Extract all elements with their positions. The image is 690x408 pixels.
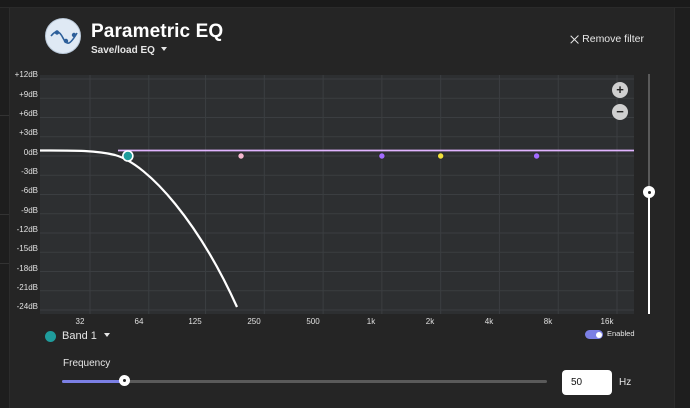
window-top-edge <box>0 0 690 8</box>
x-tick-label: 500 <box>306 317 320 326</box>
frequency-slider-thumb[interactable] <box>119 375 130 386</box>
zoom-in-button[interactable]: + <box>612 82 628 98</box>
band-handle-1[interactable] <box>122 150 134 162</box>
gain-slider-track[interactable] <box>648 74 650 314</box>
frequency-label: Frequency <box>63 358 111 369</box>
y-tick-label: -15dB <box>16 244 38 253</box>
gain-slider-thumb[interactable] <box>643 186 655 198</box>
x-tick-label: 250 <box>247 317 261 326</box>
frequency-input[interactable] <box>562 370 612 395</box>
background-window-strip <box>0 8 10 408</box>
remove-filter-label: Remove filter <box>582 33 644 45</box>
y-tick-label: +6dB <box>19 109 38 118</box>
x-tick-label: 64 <box>134 317 144 326</box>
background-window-strip-right <box>674 8 690 408</box>
band-selector-dropdown[interactable]: Band 1 <box>62 330 110 342</box>
frequency-slider-fill <box>62 380 124 383</box>
page-title: Parametric EQ <box>91 21 224 42</box>
eq-logo-icon <box>45 18 81 54</box>
toggle-knob <box>595 331 602 338</box>
y-tick-label: -6dB <box>21 186 38 195</box>
band-handle-5[interactable] <box>532 152 541 160</box>
chevron-down-icon <box>160 47 167 51</box>
x-tick-label: 125 <box>188 317 202 326</box>
y-tick-label: +3dB <box>19 128 38 137</box>
x-tick-label: 8k <box>543 317 553 326</box>
band-handle-2[interactable] <box>237 152 245 160</box>
y-tick-label: -3dB <box>21 167 38 176</box>
enabled-label: Enabled <box>607 329 635 338</box>
band-color-dot <box>45 331 56 342</box>
save-load-label: Save/load EQ <box>91 45 155 56</box>
eq-frequency-graph[interactable] <box>40 75 634 314</box>
zoom-out-button[interactable]: − <box>612 104 628 120</box>
close-icon <box>570 35 579 44</box>
y-tick-label: -24dB <box>16 302 38 311</box>
frequency-unit: Hz <box>619 377 632 388</box>
y-tick-label: -21dB <box>16 283 38 292</box>
x-tick-label: 1k <box>366 317 376 326</box>
y-tick-label: -12dB <box>16 225 38 234</box>
gain-slider-lower <box>648 192 650 314</box>
y-tick-label: 0dB <box>23 147 38 157</box>
enabled-toggle[interactable] <box>585 330 603 339</box>
y-tick-label: -9dB <box>21 205 38 215</box>
remove-filter-button[interactable]: Remove filter <box>570 33 644 45</box>
x-tick-label: 2k <box>425 317 435 326</box>
x-tick-label: 16k <box>600 317 614 326</box>
chevron-down-icon <box>103 333 110 337</box>
y-tick-label: +12dB <box>14 70 38 79</box>
frequency-slider-track[interactable] <box>62 380 547 383</box>
response-curve <box>40 149 239 308</box>
x-tick-label: 4k <box>484 317 494 326</box>
band-handle-3[interactable] <box>378 152 386 160</box>
band-handle-4[interactable] <box>436 152 445 160</box>
band-selector-label: Band 1 <box>62 330 97 342</box>
y-tick-label: -18dB <box>16 263 38 273</box>
eq-panel: Parametric EQ Save/load EQ Remove filter… <box>10 8 674 408</box>
gain-slider-upper <box>648 74 650 192</box>
y-tick-label: +9dB <box>19 89 38 99</box>
x-tick-label: 32 <box>75 317 85 326</box>
save-load-eq-dropdown[interactable]: Save/load EQ <box>91 45 167 56</box>
